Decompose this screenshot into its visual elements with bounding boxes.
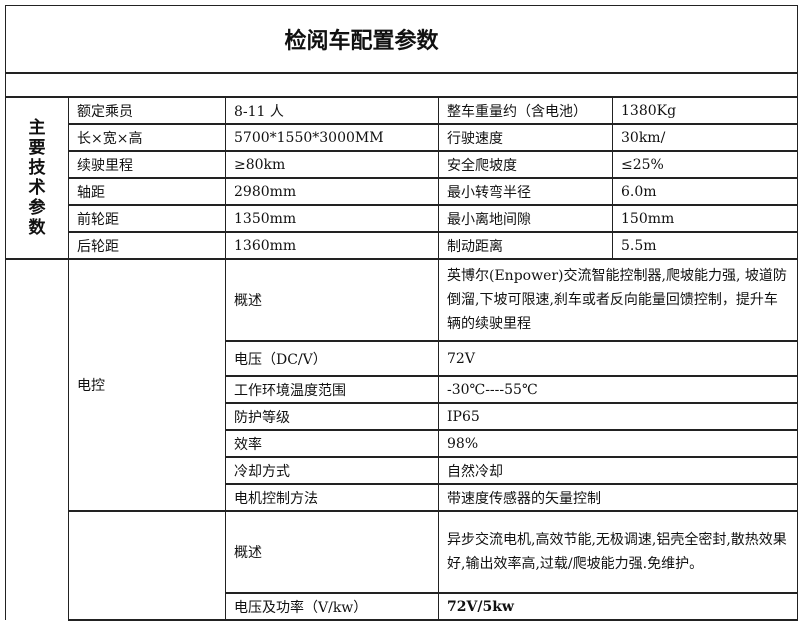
- param-name: 长×宽×高: [68, 123, 226, 152]
- param-name: 额定乘员: [68, 96, 226, 125]
- param-value: 异步交流电机,高效节能,无极调速,铝壳全密封,散热效果好,输出效率高,过载/爬坡…: [437, 510, 799, 594]
- param-name: 概述: [225, 258, 439, 342]
- param-name: 电压（DC/V）: [225, 340, 439, 377]
- param-value: -30℃----55℃: [437, 375, 799, 404]
- param-name: 概述: [225, 510, 439, 594]
- param-value: 1360mm: [225, 231, 439, 260]
- group-label-electric-control: 电控: [68, 258, 226, 512]
- param-name: 效率: [225, 429, 439, 458]
- param-value: 英博尔(Enpower)交流智能控制器,爬坡能力强, 坡道防倒溜,下坡可限速,刹…: [437, 258, 799, 342]
- param-name: 后轮距: [68, 231, 226, 260]
- param-name: 最小离地间隙: [438, 204, 613, 233]
- table-row: 冷却方式 自然冷却: [6, 456, 799, 485]
- param-value: 98%: [437, 429, 799, 458]
- lower-section-side: [5, 258, 69, 620]
- title-text: 检阅车配置参数: [284, 28, 439, 54]
- param-value: 72V: [437, 340, 799, 377]
- group-label-motor: [68, 510, 226, 621]
- param-name: 安全爬坡度: [438, 150, 613, 179]
- param-name: 工作环境温度范围: [225, 375, 439, 404]
- table-row: 轴距 2980mm 最小转弯半径 6.0m: [6, 177, 799, 206]
- param-value: 2980mm: [225, 177, 439, 206]
- table-row: 长×宽×高 5700*1550*3000MM 行驶速度 30km/: [6, 123, 799, 152]
- spec-table: 检阅车配置参数 主要技术参数 额定乘员 8-11 人 整车重量约（含电池） 13…: [4, 5, 799, 621]
- table-row: 电控 概述 英博尔(Enpower)交流智能控制器,爬坡能力强, 坡道防倒溜,下…: [5, 258, 799, 620]
- param-value: 72V/5kw: [437, 592, 799, 621]
- param-value: 带速度传感器的矢量控制: [437, 483, 799, 512]
- param-name: 冷却方式: [225, 456, 439, 485]
- table-row: 电压及功率（V/kw） 72V/5kw: [6, 592, 799, 621]
- table-row: 续驶里程 ≥80km 安全爬坡度 ≤25%: [6, 150, 799, 179]
- table-row: 效率 98%: [6, 429, 799, 458]
- table-row: 工作环境温度范围 -30℃----55℃: [6, 375, 799, 404]
- table-row: 防护等级 IP65: [6, 402, 799, 431]
- param-name: 防护等级: [225, 402, 439, 431]
- param-name: 电机控制方法: [225, 483, 439, 512]
- table-row: 前轮距 1350mm 最小离地间隙 150mm: [6, 204, 799, 233]
- param-name: 最小转弯半径: [438, 177, 613, 206]
- param-value: 5700*1550*3000MM: [225, 123, 439, 152]
- table-row: 概述 异步交流电机,高效节能,无极调速,铝壳全密封,散热效果好,输出效率高,过载…: [6, 510, 799, 621]
- param-value: 8-11 人: [225, 96, 439, 125]
- param-value: 5.5m: [611, 231, 799, 260]
- table-row: 后轮距 1360mm 制动距离 5.5m: [6, 231, 799, 260]
- param-name: 续驶里程: [68, 150, 226, 179]
- table-row: 主要技术参数 额定乘员 8-11 人 整车重量约（含电池） 1380Kg: [5, 96, 799, 260]
- param-value: 1380Kg: [611, 96, 799, 125]
- param-value: IP65: [437, 402, 799, 431]
- page-title: 检阅车配置参数: [4, 5, 799, 74]
- param-value: 150mm: [611, 204, 799, 233]
- param-name: 行驶速度: [438, 123, 613, 152]
- param-name: 电压及功率（V/kw）: [225, 592, 439, 621]
- param-value: ≥80km: [225, 150, 439, 179]
- param-name: 前轮距: [68, 204, 226, 233]
- param-name: 轴距: [68, 177, 226, 206]
- blank-row: [4, 72, 799, 98]
- table-row: 电压（DC/V） 72V: [6, 340, 799, 377]
- param-value: ≤25%: [611, 150, 799, 179]
- section-label-text: 主要技术参数: [28, 118, 46, 238]
- param-value: 30km/: [611, 123, 799, 152]
- param-name: 制动距离: [438, 231, 613, 260]
- param-value: 6.0m: [611, 177, 799, 206]
- param-value: 1350mm: [225, 204, 439, 233]
- table-row: 电机控制方法 带速度传感器的矢量控制: [6, 483, 799, 512]
- param-value: 自然冷却: [437, 456, 799, 485]
- section-label: 主要技术参数: [5, 96, 69, 260]
- param-name: 整车重量约（含电池）: [438, 96, 613, 125]
